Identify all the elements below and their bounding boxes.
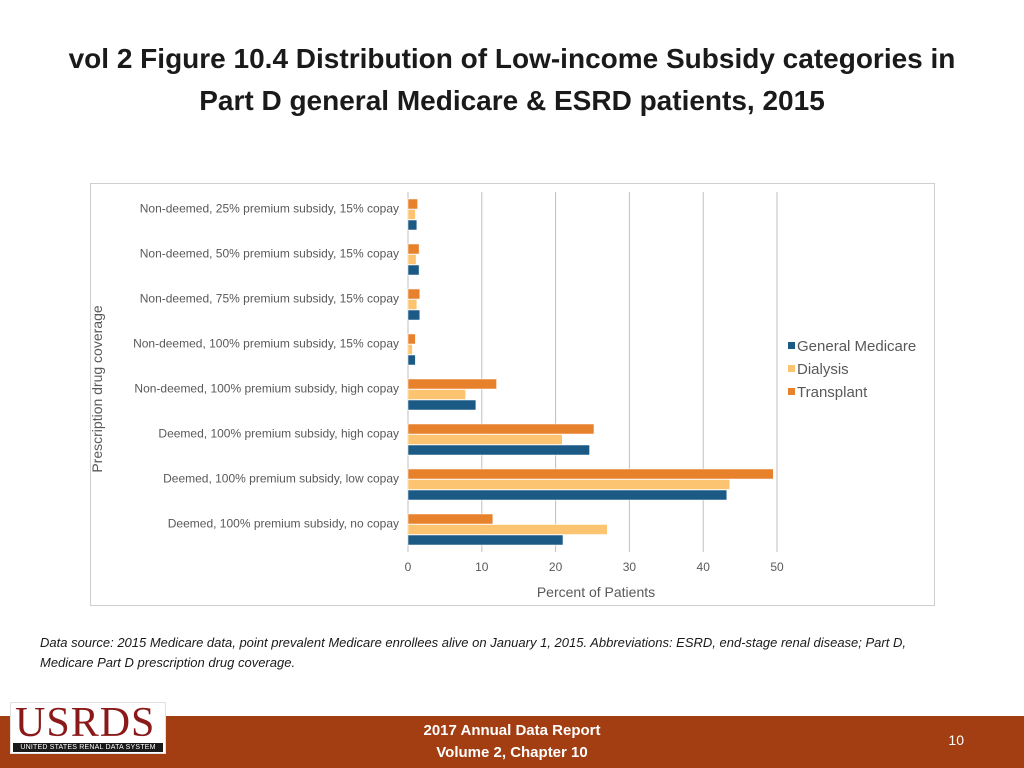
bar-dialysis <box>407 479 731 490</box>
x-axis-title: Percent of Patients <box>537 584 655 600</box>
chart-frame: Non-deemed, 25% premium subsidy, 15% cop… <box>90 183 935 606</box>
bar-dialysis <box>407 254 417 265</box>
bar-transplant <box>407 288 421 300</box>
bar-general-medicare <box>407 264 420 276</box>
bar-transplant <box>407 333 416 345</box>
category-labels: Non-deemed, 25% premium subsidy, 15% cop… <box>133 202 399 531</box>
legend-label-general-medicare: General Medicare <box>797 338 916 355</box>
legend-swatch-transplant <box>788 388 795 395</box>
bar-transplant <box>407 378 497 390</box>
page-number: 10 <box>948 732 964 748</box>
legend-swatch-general-medicare <box>788 342 795 349</box>
x-tick-label: 50 <box>770 560 784 574</box>
footer-bar: 2017 Annual Data Report Volume 2, Chapte… <box>0 716 1024 768</box>
bar-transplant <box>407 513 494 525</box>
bar-transplant <box>407 198 418 210</box>
slide-title-line1: vol 2 Figure 10.4 Distribution of Low-in… <box>68 43 956 74</box>
category-label: Non-deemed, 100% premium subsidy, high c… <box>134 382 399 396</box>
bar-general-medicare <box>407 354 416 366</box>
bar-dialysis <box>407 209 416 220</box>
bar-chart: Non-deemed, 25% premium subsidy, 15% cop… <box>91 192 916 600</box>
bar-general-medicare <box>407 444 590 456</box>
category-label: Deemed, 100% premium subsidy, low copay <box>163 472 399 486</box>
category-label: Non-deemed, 25% premium subsidy, 15% cop… <box>140 202 399 216</box>
x-tick-label: 0 <box>405 560 412 574</box>
footer-report-volume: Volume 2, Chapter 10 <box>436 744 588 761</box>
bar-transplant <box>407 243 420 255</box>
slide-title: vol 2 Figure 10.4 Distribution of Low-in… <box>20 38 1004 122</box>
bar-general-medicare <box>407 489 728 501</box>
y-axis-title: Prescription drug coverage <box>91 305 105 473</box>
category-label: Deemed, 100% premium subsidy, high copay <box>158 427 399 441</box>
bar-dialysis <box>407 344 413 355</box>
x-tick-label: 10 <box>475 560 489 574</box>
bar-general-medicare <box>407 309 421 321</box>
x-tick-label: 20 <box>549 560 563 574</box>
footer-report-info: 2017 Annual Data Report Volume 2, Chapte… <box>362 720 662 764</box>
category-label: Non-deemed, 50% premium subsidy, 15% cop… <box>140 247 399 261</box>
legend-label-dialysis: Dialysis <box>797 361 849 378</box>
category-label: Deemed, 100% premium subsidy, no copay <box>168 517 399 531</box>
usrds-logo-text: USRDS <box>15 700 156 746</box>
category-label: Non-deemed, 100% premium subsidy, 15% co… <box>133 337 399 351</box>
footer-report-title: 2017 Annual Data Report <box>423 722 601 739</box>
slide-title-line2: Part D general Medicare & ESRD patients,… <box>199 85 825 116</box>
legend: General Medicare Dialysis Transplant <box>788 338 916 401</box>
bar-general-medicare <box>407 399 477 411</box>
bar-dialysis <box>407 299 418 310</box>
bar-transplant <box>407 423 595 435</box>
data-source-footnote: Data source: 2015 Medicare data, point p… <box>40 635 906 670</box>
bar-dialysis <box>407 434 563 445</box>
x-tick-labels: 0 10 20 30 40 50 <box>405 560 784 574</box>
legend-label-transplant: Transplant <box>797 384 868 401</box>
legend-swatch-dialysis <box>788 365 795 372</box>
x-tick-label: 30 <box>623 560 637 574</box>
bar-general-medicare <box>407 219 418 231</box>
category-label: Non-deemed, 75% premium subsidy, 15% cop… <box>140 292 399 306</box>
bar-dialysis <box>407 524 608 535</box>
bar-transplant <box>407 468 774 480</box>
bar-general-medicare <box>407 534 564 546</box>
bars <box>407 198 774 546</box>
x-tick-label: 40 <box>697 560 711 574</box>
usrds-logo-subtext: UNITED STATES RENAL DATA SYSTEM <box>13 743 163 752</box>
usrds-logo: USRDS UNITED STATES RENAL DATA SYSTEM <box>10 700 166 754</box>
bar-dialysis <box>407 389 466 400</box>
